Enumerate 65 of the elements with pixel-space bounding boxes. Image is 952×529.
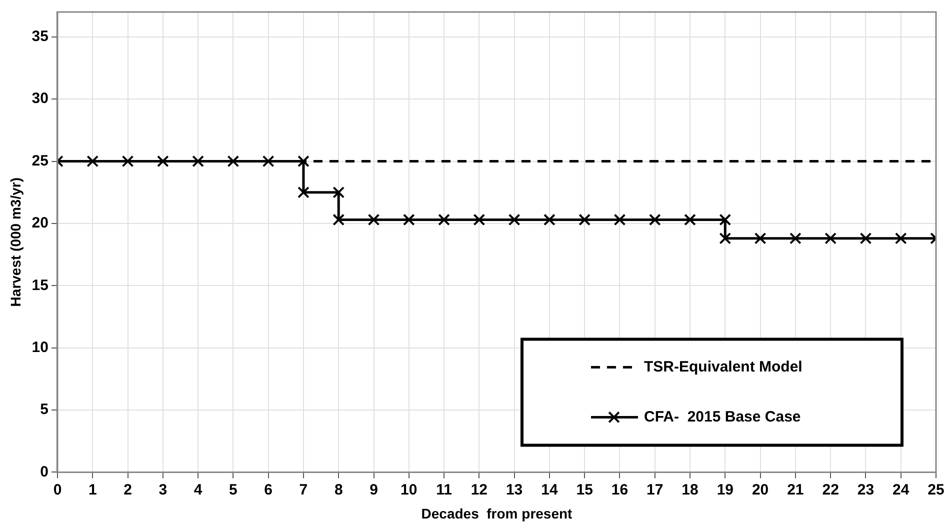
x-tick-label: 0 (53, 481, 62, 498)
point (684, 214, 696, 226)
point (368, 214, 380, 226)
point (894, 232, 907, 244)
point (298, 186, 310, 198)
x-tick-label: 22 (822, 481, 839, 498)
x-tick-label: 6 (264, 481, 272, 498)
point (860, 232, 872, 244)
point (227, 155, 240, 168)
point (438, 214, 450, 226)
x-tick-label: 5 (229, 481, 238, 498)
point (262, 155, 274, 168)
x-tick-label: 16 (611, 481, 628, 498)
point (754, 232, 766, 244)
point (789, 232, 802, 244)
x-tick-label: 20 (752, 481, 769, 498)
x-tick-label: 7 (299, 481, 308, 498)
y-axis-title: Harvest (000 m3/yr) (7, 178, 24, 307)
y-tick-label: 20 (32, 214, 48, 232)
point (332, 214, 345, 226)
x-tick-label: 24 (892, 481, 910, 498)
legend-label: CFA- 2015 Base Case (644, 408, 801, 426)
point (156, 155, 169, 168)
x-tick-label: 9 (370, 481, 378, 498)
x-tick-label: 25 (928, 481, 944, 498)
point (824, 232, 837, 244)
x-tick-label: 19 (716, 481, 734, 498)
y-tick-label: 0 (40, 463, 48, 480)
y-tick-label: 35 (32, 28, 48, 46)
point (192, 155, 204, 168)
point (719, 214, 732, 226)
x-tick-label: 10 (400, 481, 418, 498)
point (86, 155, 99, 168)
x-tick-label: 13 (506, 481, 523, 498)
x-tick-label: 23 (857, 481, 874, 498)
x-tick-label: 21 (787, 481, 804, 498)
point (614, 214, 626, 226)
x-tick-label: 2 (124, 481, 132, 498)
x-tick-label: 18 (682, 481, 698, 498)
point (298, 155, 310, 168)
x-tick-label: 1 (88, 481, 97, 498)
point (544, 214, 556, 226)
y-tick-label: 25 (32, 152, 48, 170)
y-tick-label: 30 (32, 90, 48, 108)
point (402, 214, 415, 226)
x-tick-label: 8 (334, 481, 343, 498)
point (122, 155, 134, 168)
x-tick-label: 3 (158, 481, 168, 498)
x-tick-label: 15 (576, 481, 593, 498)
legend-label: TSR-Equivalent Model (644, 358, 802, 376)
point (473, 214, 486, 226)
y-tick-label: 15 (32, 276, 48, 294)
x-tick-label: 17 (646, 481, 664, 498)
point (508, 214, 520, 226)
y-tick-label: 10 (32, 338, 48, 356)
x-tick-label: 14 (541, 481, 558, 498)
y-tick-label: 5 (40, 401, 48, 418)
point (332, 186, 345, 198)
x-tick-label: 11 (436, 481, 452, 498)
point (648, 214, 661, 226)
x-axis-title: Decades from present (421, 505, 573, 522)
point (719, 232, 732, 244)
point (578, 214, 591, 226)
x-tick-label: 4 (194, 481, 203, 498)
x-tick-label: 12 (470, 481, 488, 498)
